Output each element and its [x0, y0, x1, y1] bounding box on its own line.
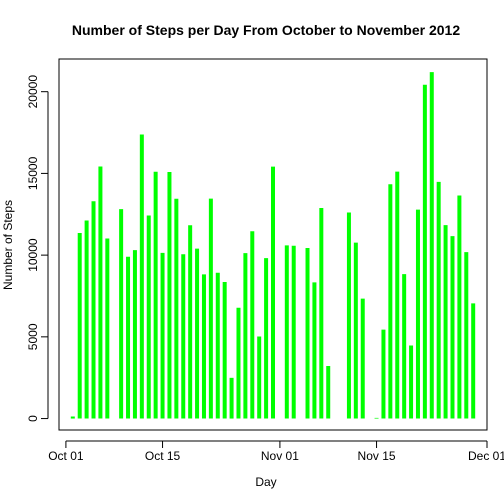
y-tick-label: 10000: [26, 238, 40, 272]
y-axis: 0 5000 10000 15000 20000: [26, 75, 49, 422]
y-tick-label: 0: [26, 415, 40, 422]
plot-frame: [58, 58, 488, 431]
x-tick-label: Nov 15: [358, 449, 396, 463]
x-tick-label: Nov 01: [261, 449, 299, 463]
x-tick-label: Dec 01: [468, 449, 504, 463]
y-tick-label: 5000: [26, 323, 40, 350]
x-axis: Oct 01 Oct 15 Nov 01 Nov 15 Dec 01: [48, 440, 504, 463]
y-axis-label: Number of Steps: [1, 200, 15, 290]
bar-group: [70, 72, 476, 419]
chart-title: Number of Steps per Day From October to …: [72, 22, 460, 38]
y-tick-label: 15000: [26, 156, 40, 190]
x-axis-label: Day: [255, 475, 276, 489]
y-tick-label: 20000: [26, 75, 40, 109]
x-tick-label: Oct 15: [145, 449, 181, 463]
x-tick-label: Oct 01: [48, 449, 84, 463]
